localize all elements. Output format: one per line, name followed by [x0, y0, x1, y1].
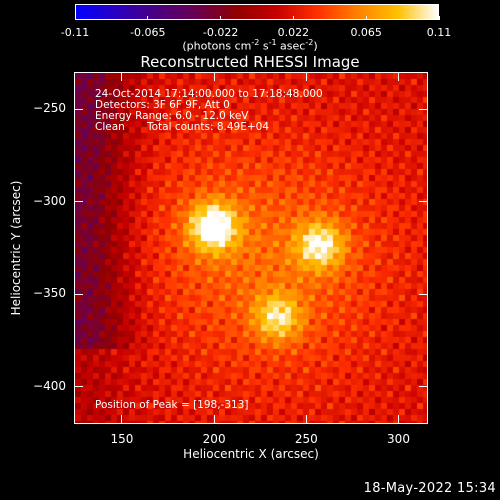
colorbar-tick — [365, 16, 367, 20]
annotation-detectors: Detectors: 3F 6F 9F, Att 0 — [95, 99, 230, 111]
colorbar-tick — [74, 16, 76, 20]
colorbar-tick — [292, 16, 294, 20]
y-axis-label: Heliocentric Y (arcsec) — [9, 180, 23, 316]
colorbar-tick — [220, 16, 222, 20]
x-tick-label: 200 — [202, 432, 226, 446]
y-tick — [419, 108, 427, 110]
heatmap-image — [75, 73, 427, 423]
x-tick — [213, 73, 215, 81]
y-tick-label: −250 — [33, 101, 66, 116]
chart-title: Reconstructed RHESSI Image — [140, 53, 360, 71]
annotation-method: Clean — [95, 121, 125, 133]
x-tick — [398, 415, 399, 423]
colorbar — [75, 4, 439, 20]
x-tick — [305, 73, 307, 81]
y-tick — [75, 108, 83, 110]
y-tick-label: −400 — [33, 378, 66, 393]
colorbar-tick-label: -0.065 — [130, 26, 166, 39]
x-tick-label: 250 — [294, 432, 318, 446]
x-tick — [121, 73, 123, 81]
annotation-energy: Energy Range: 6.0 - 12.0 keV — [95, 110, 249, 122]
colorbar-tick-label: 0.022 — [277, 26, 310, 39]
annotation-time: 24-Oct-2014 17:14:00.000 to 17:18:48.000 — [95, 88, 323, 100]
x-axis-label: Heliocentric X (arcsec) — [183, 447, 319, 461]
x-tick — [305, 415, 307, 423]
x-tick — [213, 415, 215, 423]
x-tick-label: 300 — [387, 432, 410, 446]
y-tick — [75, 293, 83, 295]
colorbar-tick — [438, 16, 440, 20]
y-tick — [75, 201, 83, 203]
plot-area: 24-Oct-2014 17:14:00.000 to 17:18:48.000… — [74, 72, 428, 424]
x-tick — [121, 415, 123, 423]
y-tick — [419, 293, 427, 295]
colorbar-tick-label: 0.11 — [426, 26, 452, 39]
y-tick — [419, 201, 427, 203]
annotation-peak: Position of Peak = [198,-313] — [95, 399, 249, 411]
annotation-counts: Total counts: 8.49E+04 — [147, 121, 270, 133]
colorbar-tick — [147, 16, 149, 20]
y-tick — [419, 386, 427, 388]
colorbar-tick-label: -0.022 — [202, 26, 239, 39]
x-tick-label: 150 — [110, 432, 134, 446]
y-tick — [75, 386, 83, 388]
colorbar-units: (photons cm-2 s-1 asec-2) — [182, 38, 318, 53]
colorbar-tick-label: -0.11 — [60, 26, 90, 39]
y-tick-label: −350 — [33, 286, 66, 301]
x-tick — [398, 73, 399, 81]
y-tick-label: −300 — [33, 193, 66, 208]
footer-date: 18-May-2022 15:34 — [363, 481, 496, 496]
colorbar-tick-label: 0.065 — [350, 26, 382, 39]
